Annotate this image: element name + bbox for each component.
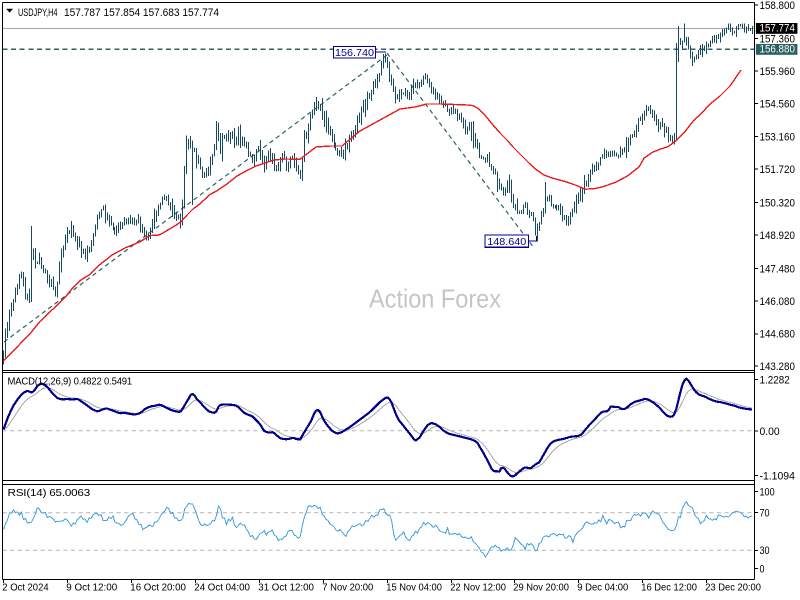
svg-text:31 Oct 12:00: 31 Oct 12:00 <box>258 583 314 594</box>
svg-text:0: 0 <box>760 564 765 576</box>
svg-text:9 Oct 12:00: 9 Oct 12:00 <box>66 583 117 594</box>
svg-text:23 Dec 20:00: 23 Dec 20:00 <box>705 583 761 594</box>
svg-text:24 Oct 04:00: 24 Oct 04:00 <box>194 583 250 594</box>
svg-text:16 Dec 12:00: 16 Dec 12:00 <box>641 583 697 594</box>
svg-text:RSI(14) 65.0063: RSI(14) 65.0063 <box>8 487 91 499</box>
svg-text:7 Nov 20:00: 7 Nov 20:00 <box>322 583 373 594</box>
svg-text:29 Nov 20:00: 29 Nov 20:00 <box>513 583 569 594</box>
svg-text:150.320: 150.320 <box>760 197 795 209</box>
svg-text:147.480: 147.480 <box>760 264 795 276</box>
svg-text:154.560: 154.560 <box>760 99 795 111</box>
svg-text:157.360: 157.360 <box>760 33 795 45</box>
svg-text:MACD(12,26,9) 0.4822 0.5491: MACD(12,26,9) 0.4822 0.5491 <box>8 375 133 387</box>
svg-text:157.774: 157.774 <box>760 23 795 35</box>
svg-text:70: 70 <box>760 508 770 520</box>
svg-text:156.740: 156.740 <box>335 47 374 59</box>
svg-text:2 Oct 2024: 2 Oct 2024 <box>2 583 49 594</box>
svg-text:30: 30 <box>760 545 770 557</box>
svg-text:Action Forex: Action Forex <box>369 284 501 314</box>
svg-text:16 Oct 20:00: 16 Oct 20:00 <box>130 583 186 594</box>
svg-text:22 Nov 12:00: 22 Nov 12:00 <box>450 583 506 594</box>
svg-text:156.880: 156.880 <box>760 44 795 56</box>
svg-text:144.680: 144.680 <box>760 329 795 341</box>
svg-text:153.160: 153.160 <box>760 131 795 143</box>
svg-text:158.800: 158.800 <box>760 0 795 12</box>
svg-text:USDJPY,H4: USDJPY,H4 <box>18 7 58 19</box>
svg-text:0.00: 0.00 <box>760 426 780 438</box>
svg-text:100: 100 <box>760 486 775 498</box>
svg-text:15 Nov 04:00: 15 Nov 04:00 <box>386 583 442 594</box>
svg-text:143.280: 143.280 <box>760 361 795 373</box>
svg-text:151.720: 151.720 <box>760 164 795 176</box>
svg-text:148.640: 148.640 <box>487 236 526 248</box>
svg-text:146.080: 146.080 <box>760 296 795 308</box>
svg-text:155.960: 155.960 <box>760 66 795 78</box>
svg-text:-1.1094: -1.1094 <box>760 470 795 482</box>
svg-text:1.2282: 1.2282 <box>760 374 790 386</box>
svg-text:148.920: 148.920 <box>760 230 795 242</box>
svg-text:9 Dec 04:00: 9 Dec 04:00 <box>577 583 628 594</box>
svg-text:157.787 157.854 157.683 157.77: 157.787 157.854 157.683 157.774 <box>64 7 219 19</box>
